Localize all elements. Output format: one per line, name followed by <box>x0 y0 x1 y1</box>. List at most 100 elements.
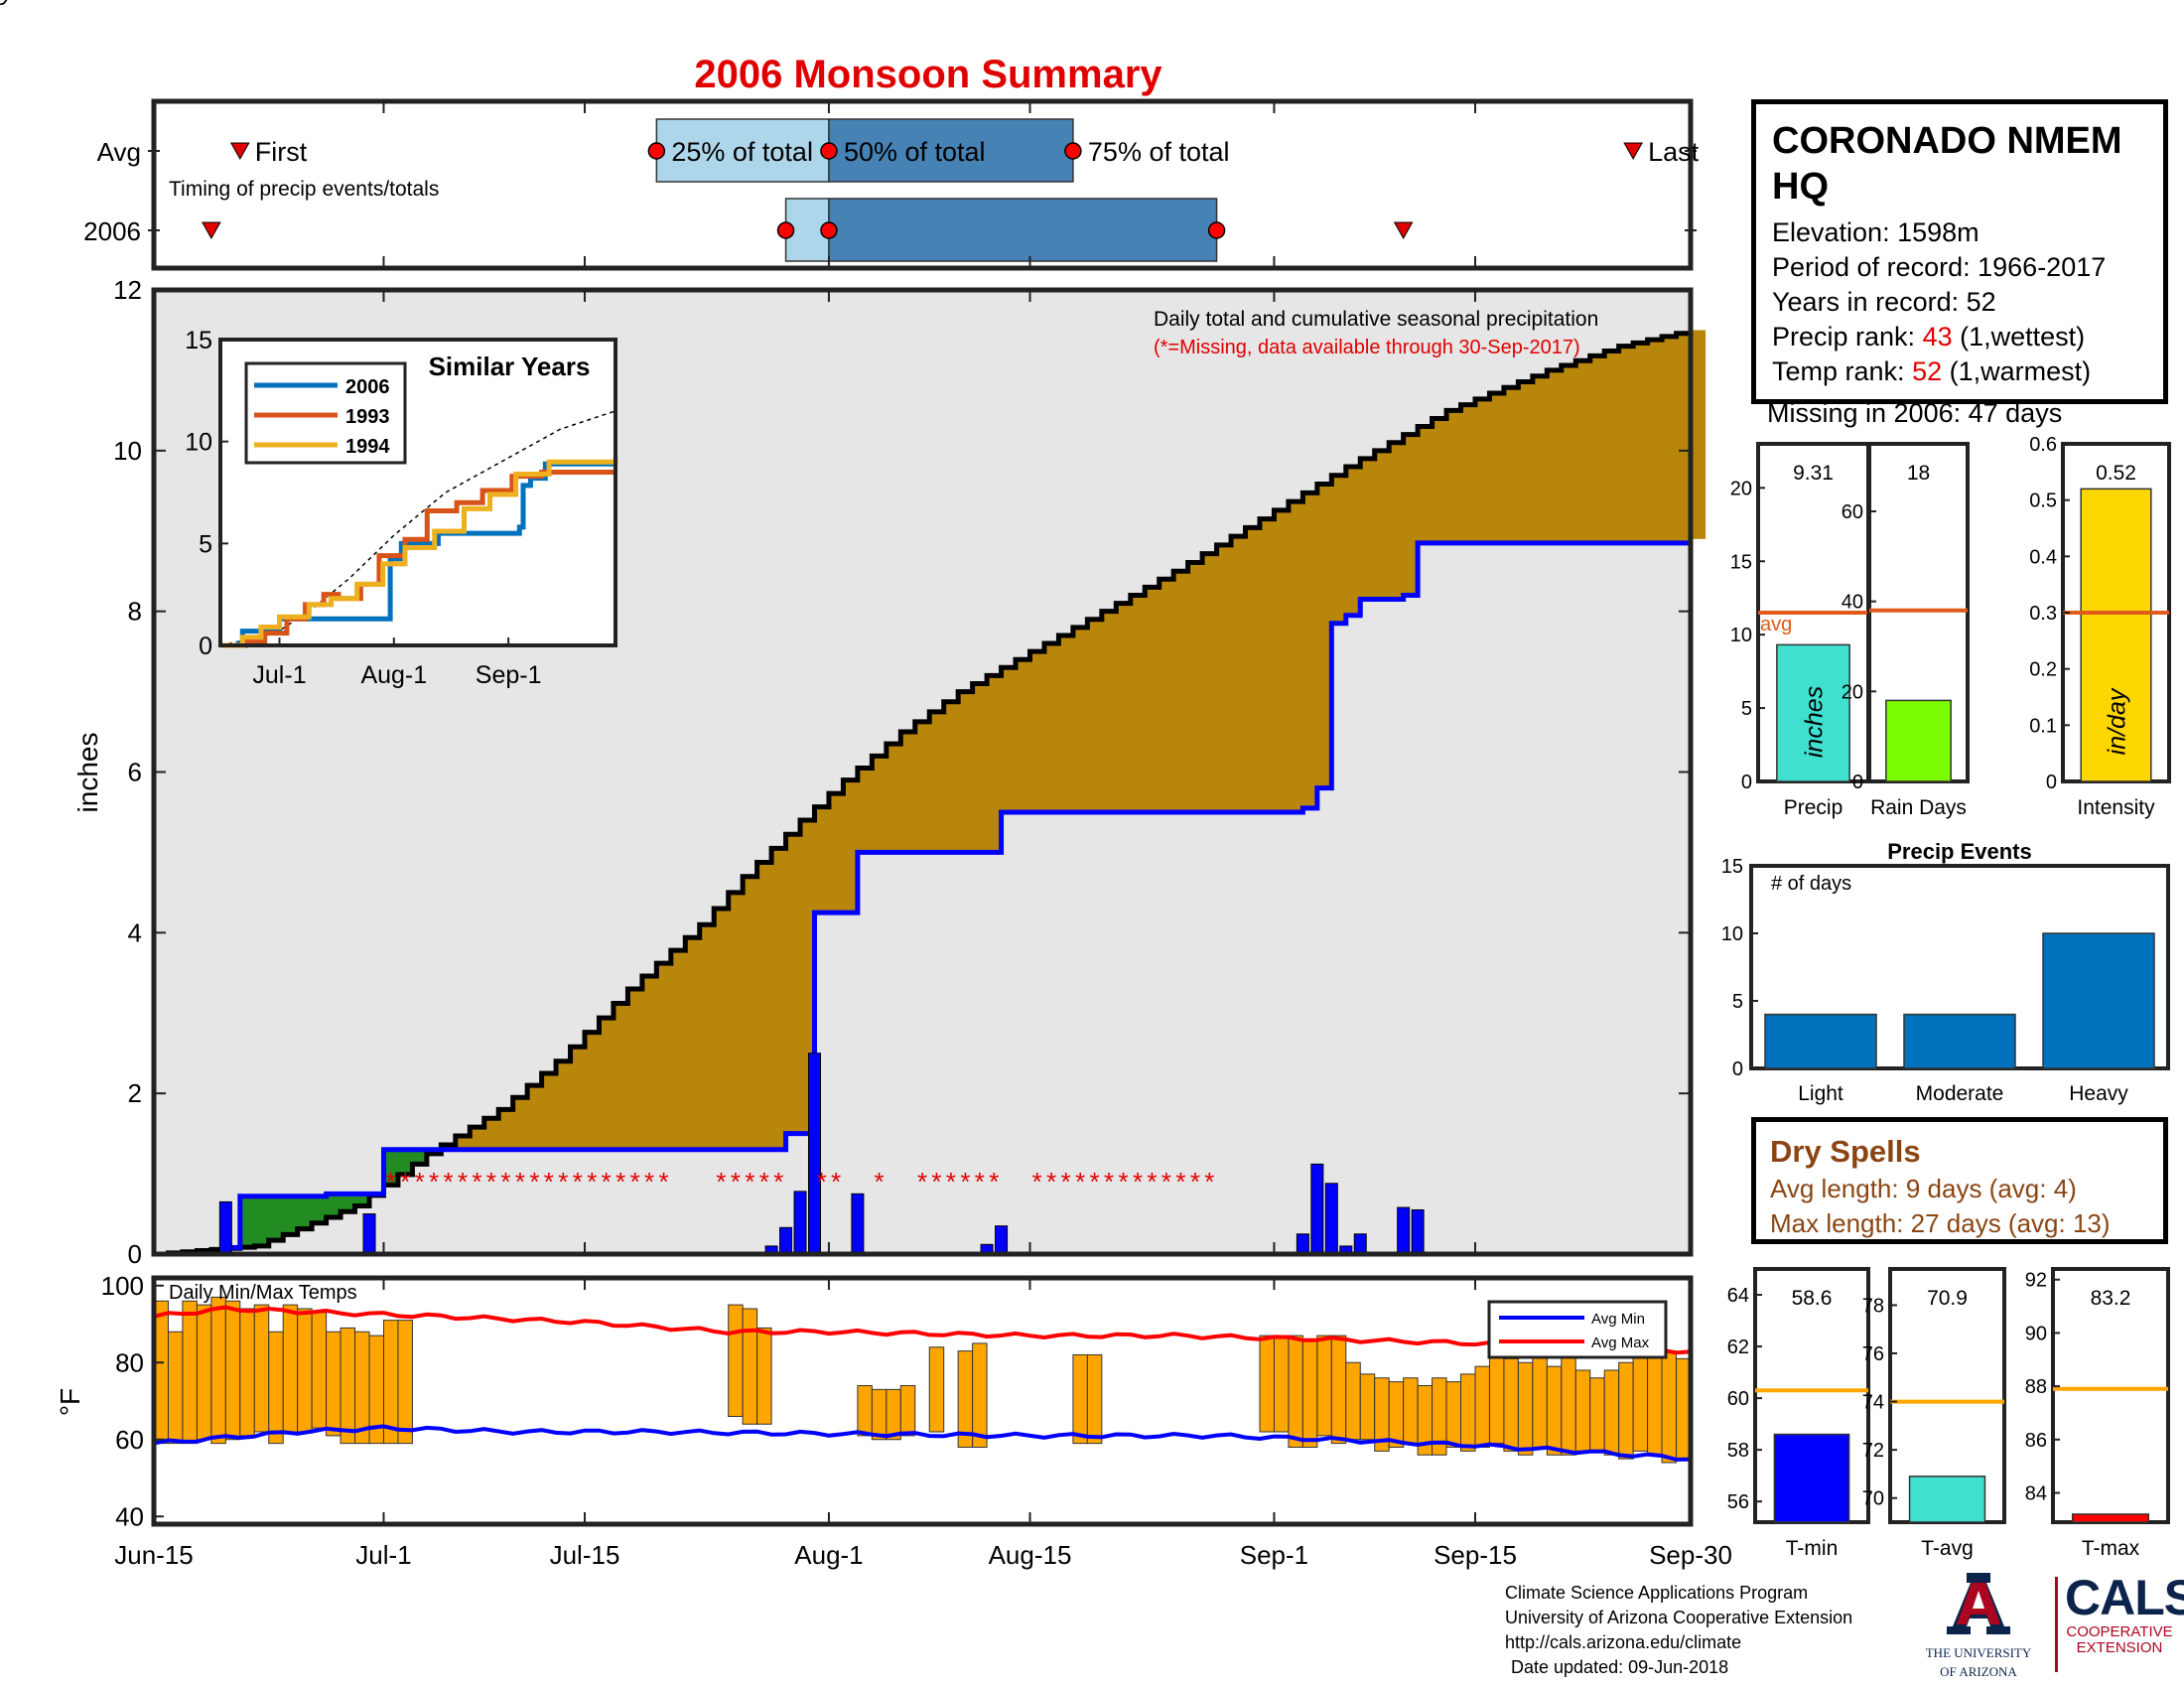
timing-marker-y2006-0 <box>776 221 795 239</box>
precip-diff-36 <box>670 950 686 1150</box>
rain-days-ytick-label: 0 <box>1852 772 1863 793</box>
cals-line-1: COOPERATIVE <box>2066 1623 2173 1640</box>
precip-diff-13 <box>341 1194 356 1212</box>
precip-diff-50 <box>872 756 887 853</box>
timing-label-25: 25% of total <box>671 137 813 167</box>
precip-diff-55 <box>943 701 959 853</box>
precip-rank-note: (1,wettest) <box>1960 322 2086 352</box>
precip-diff-94 <box>1503 387 1519 543</box>
avg-cumulative-line <box>154 330 1694 1257</box>
timing-triangle-avg-first <box>229 142 250 161</box>
daily-temp-bar <box>1574 1369 1591 1452</box>
daily-temp-bar <box>1618 1361 1634 1460</box>
precip-diff-42 <box>756 862 772 1150</box>
precip-diff-97 <box>1547 369 1563 543</box>
daily-temp-bar <box>196 1304 212 1441</box>
t-max-bar <box>2071 1513 2150 1523</box>
timing-label-75: 75% of total <box>1088 137 1230 167</box>
temp-legend: Avg Min Avg Max <box>1487 1300 1668 1359</box>
inset-title: Similar Years <box>429 352 591 381</box>
precip-plot-marks: * * * * * * * * * * * * * * * * * * * * * * * * * * * * * * * * * * * * * * * *… <box>154 330 1706 1257</box>
precip-diff-63 <box>1058 634 1074 812</box>
precip-diff-18 <box>412 1149 428 1165</box>
university-of-arizona-logo: A THE UNIVERSITY OF ARIZONA <box>1914 1571 2043 1679</box>
t-avg-ytick-label: 78 <box>1862 1295 1884 1317</box>
intensity-ytick-label: 0.1 <box>2029 715 2057 737</box>
t-min-ytick-label: 60 <box>1727 1388 1749 1410</box>
period-value: 1966-2017 <box>1978 252 2107 282</box>
precip-diff-84 <box>1360 458 1376 600</box>
precip-diff-91 <box>1460 404 1476 543</box>
precip-ytick-label: 12 <box>113 275 142 305</box>
missing-marker: * <box>1061 1167 1071 1196</box>
precip-diff-8 <box>268 1196 284 1241</box>
daily-temp-bar <box>311 1312 328 1429</box>
events-bars: Light Moderate Heavy 0 5 10 15 <box>1721 856 2155 1105</box>
intensity-bar <box>2080 488 2152 782</box>
missing-marker: * <box>1190 1167 1200 1196</box>
precip-diff-90 <box>1446 410 1462 543</box>
precip-diff-64 <box>1072 627 1088 812</box>
precip-diff-74 <box>1216 544 1232 812</box>
precip-total-bar-label: inches <box>1801 686 1829 758</box>
timing-label-first: First <box>255 137 308 167</box>
intensity-bar-label: in/day <box>2104 687 2131 755</box>
avg-max-line <box>153 1305 1692 1355</box>
daily-temp-bar <box>1474 1365 1490 1448</box>
temp-plot-marks <box>153 1296 1692 1464</box>
precip-diff-51 <box>886 744 901 853</box>
precip-diff-16 <box>383 1149 399 1186</box>
date-tick-label: Aug-15 <box>989 1540 1072 1570</box>
precip-diff-60 <box>1016 659 1031 812</box>
missing-marker: * <box>644 1167 654 1196</box>
daily-temp-bar <box>268 1331 284 1445</box>
intensity-ytick-label: 0.2 <box>2029 659 2057 681</box>
missing-marker: * <box>1175 1167 1185 1196</box>
inset-legend-label-1993: 1993 <box>345 406 390 428</box>
missing-marker: * <box>472 1167 481 1196</box>
ua-name-line-2: OF ARIZONA <box>1940 1664 2017 1679</box>
cals-logo: CALS COOPERATIVE EXTENSION <box>2065 1571 2184 1656</box>
date-tick-label: Jun-15 <box>114 1540 194 1570</box>
t-min-value-label: 58.6 <box>1792 1287 1833 1310</box>
inset-plot-marks <box>219 410 618 648</box>
t-avg-value-label: 70.9 <box>1927 1287 1968 1310</box>
precip-diff-72 <box>1187 562 1203 812</box>
daily-temp-bar <box>397 1320 413 1445</box>
events-bar-light <box>1764 1013 1877 1069</box>
precip-diff-104 <box>1647 340 1663 543</box>
precip-missing-note: (*=Missing, data available through 30-Se… <box>1154 337 1580 358</box>
logo-divider <box>2055 1577 2058 1672</box>
precip-y-ticks: 0 2 4 6 8 10 12 <box>113 275 1691 1269</box>
t-min-category: T-min <box>1786 1537 1839 1560</box>
daily-temp-bar <box>340 1327 356 1445</box>
precip-diff-82 <box>1331 475 1347 624</box>
avg-min-line <box>153 1424 1692 1462</box>
t-avg-ytick-label: 70 <box>1862 1488 1884 1510</box>
precip-diff-28 <box>556 1060 572 1150</box>
missing-days-line: Missing in 2006: 47 days <box>1767 396 2062 430</box>
missing-marker: * <box>875 1167 885 1196</box>
precip-diff-46 <box>814 806 830 914</box>
precip-diff-53 <box>914 721 930 853</box>
daily-temp-bar <box>1647 1354 1663 1456</box>
events-ytick-label: 0 <box>1732 1058 1743 1080</box>
missing-marker: * <box>386 1167 396 1196</box>
precip-diff-106 <box>1676 333 1692 543</box>
daily-precip-bar <box>793 1191 807 1255</box>
daily-temp-bar <box>1632 1350 1649 1452</box>
precip-diff-98 <box>1561 365 1576 543</box>
precip-total-ytick-label: 10 <box>1730 625 1752 646</box>
precip-diff-29 <box>570 1047 586 1150</box>
precip-diff-34 <box>641 976 657 1150</box>
footer-line-3[interactable]: http://cals.arizona.edu/climate <box>1505 1632 1742 1652</box>
missing-marker: * <box>946 1167 956 1196</box>
precip-diff-47 <box>828 793 845 914</box>
precip-diff-102 <box>1618 346 1634 543</box>
daily-temp-bar <box>871 1388 887 1441</box>
missing-marker: * <box>544 1167 554 1196</box>
missing-marker: * <box>615 1167 625 1196</box>
daily-temp-bar <box>1345 1361 1361 1441</box>
legend-avg-min-label: Avg Min <box>1591 1311 1645 1328</box>
